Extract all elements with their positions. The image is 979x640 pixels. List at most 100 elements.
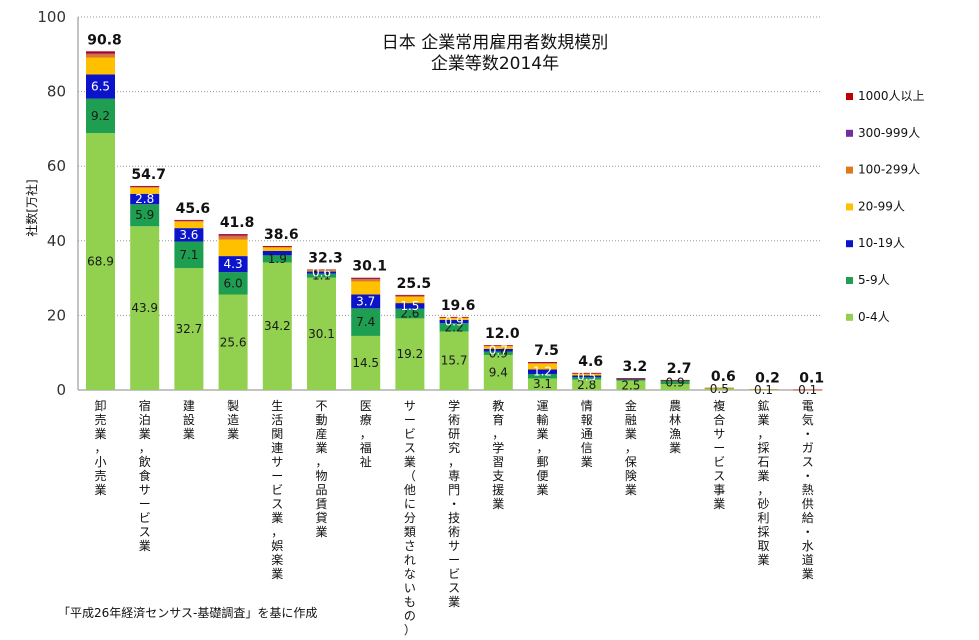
bar-segment — [351, 279, 381, 282]
total-label: 32.3 — [308, 251, 343, 267]
bar-segment — [572, 379, 602, 390]
legend: 1000人以上 300-999人 100-299人 20-99人 10-19人 5-9人 0… — [846, 89, 925, 324]
bar-segment — [218, 256, 248, 273]
category-label: 複合サービス事業 — [713, 398, 725, 511]
legend-swatch — [846, 277, 853, 284]
category-label: 運輸業，郵便業 — [536, 399, 548, 497]
total-label: 4.6 — [578, 354, 603, 370]
segment-value-label: 3.1 — [533, 377, 552, 391]
bar-segment — [86, 133, 115, 391]
total-label: 0.1 — [799, 371, 824, 387]
bar-segment — [86, 74, 115, 99]
bar-segment — [130, 185, 160, 187]
y-tick-label: 100 — [37, 8, 66, 26]
category-label: サービス業（他に分類されないもの） — [404, 399, 416, 637]
bar-segment — [307, 269, 336, 271]
y-tick-label: 20 — [47, 306, 66, 324]
category-label: 卸売業，小売業 — [94, 398, 106, 497]
segment-value-label: 0.1 — [754, 383, 773, 397]
bar-segment — [174, 241, 204, 269]
bar-segment — [704, 387, 734, 389]
bar-segment — [130, 226, 160, 390]
category-label: 不動産業，物品賃貸業 — [315, 399, 327, 539]
segment-value-label: 0.9 — [445, 315, 464, 329]
category-label: 宿泊業，飲食サービス業 — [139, 398, 151, 553]
segment-value-label: 0.9 — [666, 375, 685, 389]
bar-segment — [262, 246, 292, 247]
bar-segment — [262, 246, 292, 248]
bar-segment — [130, 186, 160, 187]
category-labels: 卸売業，小売業 宿泊業，飲食サービス業 建設業 製造業 生活関連サービス業，娯楽業 不動産… — [94, 398, 813, 637]
segment-value-label: 1.9 — [268, 252, 287, 266]
segment-value-label: 4.3 — [224, 257, 243, 271]
segment-value-label: 1.1 — [312, 269, 331, 283]
segment-value-label: 2.5 — [621, 378, 640, 392]
bar-segment — [174, 221, 204, 229]
source-note: 「平成26年経済センサス-基礎調査」を基に作成 — [58, 606, 318, 620]
segment-value-label: 0.5 — [710, 382, 729, 396]
bar-segment — [483, 354, 513, 390]
segment-value-label: 1.5 — [400, 299, 419, 313]
y-axis-ticks: 0 20 40 60 80 100 — [37, 8, 66, 399]
bar-segment — [616, 380, 646, 390]
chart-title-line: 日本 企業常用雇用者数規模別 — [382, 33, 608, 53]
category-label: 学術研究，専門・技術サービス業 — [448, 398, 460, 609]
category-label: 鉱業，採石業，砂利採取業 — [757, 398, 769, 567]
y-tick-label: 0 — [56, 381, 66, 399]
total-label: 0.6 — [711, 369, 736, 385]
bar-segment — [439, 323, 469, 332]
bar-segment — [262, 247, 292, 251]
bar-segment — [218, 236, 248, 240]
bar-segment — [616, 378, 646, 379]
y-axis-label: 社数[万社] — [24, 179, 39, 236]
y-tick-label: 60 — [47, 157, 66, 175]
segment-value-label: 2.8 — [135, 192, 154, 206]
bar-segment — [483, 351, 513, 355]
bar-segment — [218, 235, 248, 237]
bar-segment — [439, 316, 469, 318]
legend-label: 5-9人 — [858, 273, 890, 287]
bar-segment — [439, 331, 469, 390]
bar-segment — [528, 363, 557, 370]
bar-segment — [174, 228, 204, 242]
total-label: 3.2 — [622, 359, 647, 375]
y-tick-label: 80 — [47, 83, 66, 101]
bar-segment — [86, 53, 115, 55]
segment-value-label: 7.1 — [179, 248, 198, 262]
bar-segment — [528, 378, 557, 390]
bar-segment — [351, 294, 381, 309]
legend-label: 0-4人 — [858, 310, 890, 324]
bar-segment — [528, 362, 557, 363]
bar-segment — [174, 220, 204, 221]
chart-title-line: 企業等数2014年 — [431, 54, 559, 74]
bar-segment — [572, 373, 602, 376]
legend-label: 1000人以上 — [858, 89, 925, 103]
bar-segment — [395, 295, 425, 296]
total-label: 90.8 — [87, 32, 122, 48]
segment-value-label: 7.4 — [356, 315, 375, 329]
segment-value-label: 68.9 — [87, 255, 114, 269]
bar-segment — [86, 98, 115, 134]
bar-segment — [483, 345, 513, 346]
bar-segment — [351, 277, 381, 279]
bar-segment — [616, 378, 646, 380]
legend-label: 100-299人 — [858, 163, 920, 177]
legend-label: 20-99人 — [858, 199, 905, 213]
bar-segment — [351, 281, 381, 295]
category-label: 金融業，保険業 — [625, 398, 637, 497]
bar-segment — [130, 187, 160, 194]
bar-segment — [130, 204, 160, 227]
segment-value-label: 32.7 — [176, 322, 203, 336]
bar-segment — [130, 186, 160, 188]
bar-segment — [395, 294, 425, 296]
segment-value-label: 1.2 — [533, 365, 552, 379]
segment-value-label: 3.7 — [356, 294, 375, 308]
bar-segment — [572, 372, 602, 374]
total-label: 41.8 — [220, 215, 255, 231]
bar-segment — [395, 303, 425, 309]
total-label: 38.6 — [264, 227, 299, 243]
bar-segment — [218, 239, 248, 257]
bar-segment — [660, 380, 690, 385]
category-label: 農林漁業 — [669, 399, 681, 455]
